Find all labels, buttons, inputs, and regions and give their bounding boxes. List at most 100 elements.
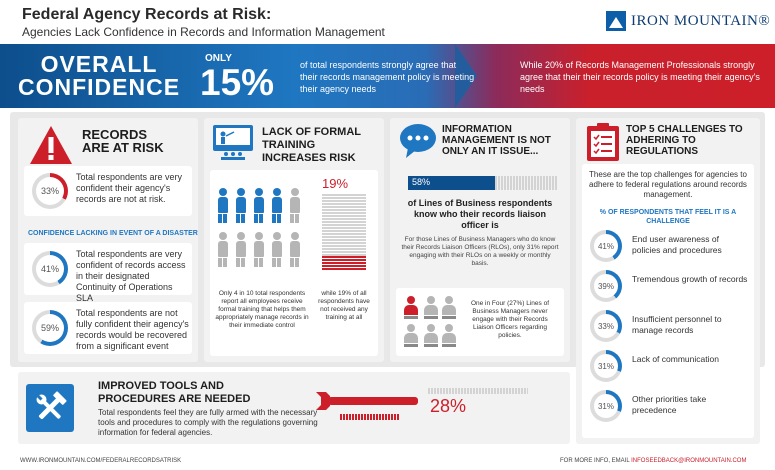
wrench-icon bbox=[316, 392, 418, 410]
mountain-icon bbox=[606, 11, 626, 31]
footer-url[interactable]: WWW.IRONMOUNTAIN.COM/FEDERALRECORDSATRIS… bbox=[20, 458, 182, 464]
challenge-pct: 31% bbox=[594, 394, 618, 418]
training-panel: LACK OF FORMAL TRAINING INCREASES RISK 1… bbox=[204, 118, 384, 362]
challenge-item: 33% Insufficient personnel to manage reco… bbox=[590, 310, 750, 346]
logo-text: IRON MOUNTAIN® bbox=[631, 12, 771, 29]
person-icon bbox=[290, 188, 300, 223]
overall-confidence-label: OVERALL CONFIDENCE bbox=[18, 53, 180, 99]
training-card: 19% Only 4 in 10 total respondents repor… bbox=[210, 170, 378, 356]
person-icon bbox=[218, 232, 228, 267]
footer-contact: FOR MORE INFO, EMAIL INFOSEEDBACK@IRONMO… bbox=[560, 458, 746, 464]
stat3-ring: 59% bbox=[32, 310, 68, 346]
challenges-panel: TOP 5 CHALLENGES TO ADHERING TO REGULATI… bbox=[576, 118, 760, 444]
header: Federal Agency Records at Risk: Agencies… bbox=[0, 0, 775, 44]
training-pct: 19% bbox=[322, 176, 349, 191]
challenge-pct: 33% bbox=[594, 314, 618, 338]
overall-line2: CONFIDENCE bbox=[18, 74, 181, 100]
challenge-item: 31% Lack of communication bbox=[590, 350, 750, 386]
challenge-item: 31% Other priorities take precedence bbox=[590, 390, 750, 426]
stat1-ring: 33% bbox=[32, 173, 68, 209]
iron-mountain-logo[interactable]: IRON MOUNTAIN® bbox=[606, 11, 770, 31]
person-icon bbox=[254, 232, 264, 267]
challenge-ring: 31% bbox=[590, 390, 622, 422]
disaster-label: CONFIDENCE LACKING IN EVENT OF A DISASTE… bbox=[28, 230, 198, 237]
challenge-ring: 31% bbox=[590, 350, 622, 382]
records-title-line2: ARE AT RISK bbox=[82, 140, 164, 155]
tools-panel: IMPROVED TOOLS AND PROCEDURES ARE NEEDED… bbox=[18, 372, 570, 444]
person-icon bbox=[404, 324, 418, 347]
info-mgmt-title: INFORMATION MANAGEMENT IS NOT ONLY AN IT… bbox=[442, 124, 551, 157]
overall-percent: 15% bbox=[200, 62, 275, 103]
rlo-main-text: of Lines of Business respondents know wh… bbox=[407, 198, 553, 230]
tools-icon bbox=[26, 384, 74, 432]
challenges-title: TOP 5 CHALLENGES TO ADHERING TO REGULATI… bbox=[626, 124, 743, 157]
records-stat2-card: 41% Total respondents are very confident… bbox=[24, 243, 192, 303]
person-icon bbox=[272, 188, 282, 223]
stat1-pct: 33% bbox=[36, 177, 64, 205]
challenge-item: 41% End user awareness of policies and pr… bbox=[590, 230, 750, 266]
training-bar-rest bbox=[322, 194, 366, 256]
challenges-intro: These are the top challenges for agencie… bbox=[589, 170, 747, 199]
records-title: RECORDS ARE AT RISK bbox=[82, 128, 164, 154]
footer-email[interactable]: INFOSEEDBACK@IRONMOUNTAIN.COM bbox=[631, 458, 747, 464]
challenge-ring: 41% bbox=[590, 230, 622, 262]
training-bar bbox=[322, 194, 366, 270]
training-caption-left: Only 4 in 10 total respondents report al… bbox=[215, 290, 309, 329]
records-stat1-card: 33% Total respondents are very confident… bbox=[24, 166, 192, 216]
tools-pct: 28% bbox=[430, 396, 467, 416]
training-bar-fill bbox=[322, 256, 366, 270]
info-mgmt-panel: INFORMATION MANAGEMENT IS NOT ONLY AN IT… bbox=[390, 118, 570, 362]
overall-text: of total respondents strongly agree that… bbox=[300, 60, 475, 94]
tools-title: IMPROVED TOOLS AND PROCEDURES ARE NEEDED bbox=[98, 380, 251, 405]
person-icon bbox=[442, 296, 456, 319]
warning-icon bbox=[30, 126, 72, 164]
records-stat3-card: 59% Total respondents are not fully conf… bbox=[24, 302, 192, 354]
person-icon bbox=[404, 296, 418, 319]
one-in-four-text: One in Four (27%) Lines of Business Mana… bbox=[470, 300, 550, 339]
one-in-four-card: One in Four (27%) Lines of Business Mana… bbox=[396, 288, 564, 356]
stat2-pct: 41% bbox=[36, 255, 64, 283]
challenge-item: 39% Tremendous growth of records bbox=[590, 270, 750, 306]
challenges-subhead: % OF RESPONDENTS THAT FEEL IT IS A CHALL… bbox=[599, 209, 737, 225]
challenge-label: Lack of communication bbox=[632, 354, 719, 364]
rlo-bar-fill bbox=[408, 176, 495, 190]
person-icon bbox=[218, 188, 228, 223]
challenge-ring: 39% bbox=[590, 270, 622, 302]
overall-confidence-banner: OVERALL CONFIDENCE ONLY 15% of total res… bbox=[0, 44, 775, 108]
challenge-label: End user awareness of policies and proce… bbox=[632, 234, 722, 255]
records-at-risk-panel: RECORDS ARE AT RISK 33% Total respondent… bbox=[18, 118, 198, 362]
person-icon bbox=[254, 188, 264, 223]
person-icon bbox=[236, 232, 246, 267]
challenge-ring: 33% bbox=[590, 310, 622, 342]
person-icon bbox=[272, 232, 282, 267]
tools-text: Total respondents feel they are fully ar… bbox=[98, 408, 318, 437]
only-label: ONLY bbox=[205, 53, 232, 64]
page-subtitle: Agencies Lack Confidence in Records and … bbox=[22, 25, 385, 39]
challenge-pct: 39% bbox=[594, 274, 618, 298]
training-caption-right: while 19% of all respondents have not re… bbox=[318, 290, 370, 321]
clipboard-icon bbox=[587, 123, 619, 161]
tools-bar-rest bbox=[428, 388, 528, 394]
person-icon bbox=[424, 324, 438, 347]
tools-bar bbox=[340, 414, 400, 420]
rlo-sub-text: For those Lines of Business Managers who… bbox=[401, 236, 559, 267]
challenge-label: Other priorities take precedence bbox=[632, 394, 707, 415]
person-icon bbox=[236, 188, 246, 223]
challenges-card: These are the top challenges for agencie… bbox=[582, 164, 754, 438]
challenge-pct: 31% bbox=[594, 354, 618, 378]
overall-line1: OVERALL bbox=[40, 51, 158, 77]
challenge-label: Tremendous growth of records bbox=[632, 274, 748, 284]
rlo-bar: 58% bbox=[408, 176, 558, 190]
challenge-pct: 41% bbox=[594, 234, 618, 258]
banner-arrow-icon bbox=[455, 44, 477, 108]
rm-professionals-text: While 20% of Records Management Professi… bbox=[520, 60, 760, 94]
rlo-bar-pct: 58% bbox=[412, 177, 431, 187]
stat2-ring: 41% bbox=[32, 251, 68, 287]
classroom-icon bbox=[213, 125, 253, 160]
person-icon bbox=[442, 324, 456, 347]
person-icon bbox=[290, 232, 300, 267]
person-icon bbox=[424, 296, 438, 319]
stat3-text: Total respondents are not fully confiden… bbox=[76, 308, 189, 351]
speech-bubble-icon bbox=[400, 124, 436, 158]
stat3-pct: 59% bbox=[36, 314, 64, 342]
